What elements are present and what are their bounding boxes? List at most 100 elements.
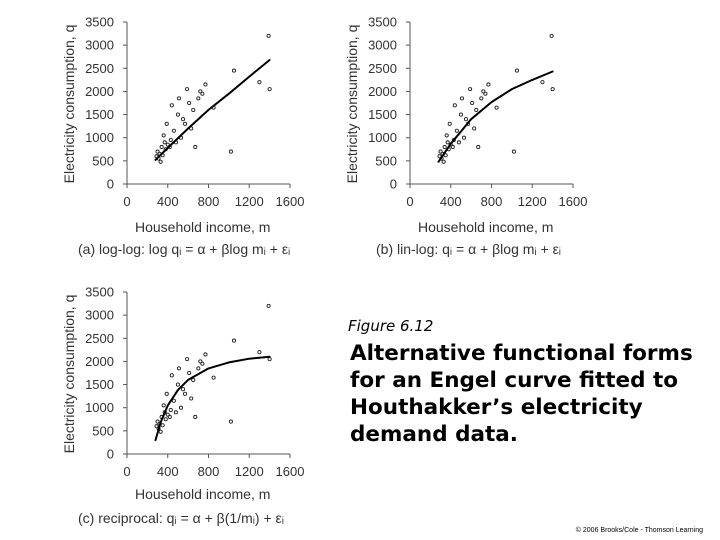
y-tick-label: 3500: [368, 15, 397, 30]
x-tick-label: 1600: [276, 194, 305, 209]
y-tick-label: 2500: [85, 61, 114, 76]
data-point: [549, 33, 554, 38]
data-point: [442, 144, 447, 150]
data-point: [165, 142, 170, 147]
data-point: [200, 361, 205, 366]
data-point: [180, 387, 186, 392]
x-tick-label: 1600: [559, 194, 588, 209]
y-tick-label: 3000: [368, 38, 397, 53]
chart-panel-reciprocal: 0 500 1000 1500 2000 2500 3000 3500 0 400 800 1200 1…: [0, 270, 340, 540]
data-point: [266, 303, 271, 308]
figure-title: Alternative functional forms for an Enge…: [350, 341, 693, 447]
y-tick-label: 1500: [85, 377, 114, 392]
x-tick-label: 0: [406, 194, 413, 209]
y-tick-label: 3500: [85, 15, 114, 30]
y-tick-label: 1000: [368, 130, 397, 145]
data-point: [185, 87, 190, 92]
chart-plot-log-log: 0 500 1000 1500 2000 2500 3000 3500 0 400 800 1200 1…: [85, 15, 305, 210]
data-point: [168, 407, 173, 413]
data-point: [483, 91, 488, 96]
data-point: [198, 89, 203, 94]
y-tick-label: 500: [92, 423, 114, 438]
data-point: [191, 377, 196, 382]
data-point: [155, 419, 160, 424]
data-point: [158, 159, 163, 164]
y-tick-label: 1000: [85, 400, 114, 415]
y-axis-label: Electricity consumption, q: [61, 294, 77, 454]
data-point: [159, 144, 164, 150]
data-point: [183, 121, 188, 126]
data-point: [474, 107, 479, 112]
data-point: [164, 121, 169, 126]
data-point: [187, 370, 192, 376]
data-point: [163, 417, 168, 422]
copyright-notice: © 2006 Brooks/Cole - Thomson Learning: [575, 527, 703, 534]
data-point: [196, 366, 201, 371]
data-point: [486, 82, 491, 87]
y-tick-label: 1500: [368, 107, 397, 122]
data-point: [452, 103, 457, 108]
x-tick-label: 1200: [518, 194, 547, 209]
data-point: [470, 100, 475, 106]
data-point: [185, 357, 190, 362]
data-point: [169, 373, 174, 378]
data-point: [196, 96, 201, 101]
panel-caption: (c) reciprocal: qᵢ = α + β(1/mᵢ) + εᵢ: [78, 510, 284, 526]
data-point: [228, 419, 233, 424]
data-point: [445, 140, 450, 145]
x-tick-label: 0: [123, 194, 130, 209]
data-point: [193, 414, 198, 420]
data-point: [200, 91, 205, 96]
data-point: [454, 128, 459, 133]
data-point: [472, 126, 477, 131]
y-tick-label: 1500: [85, 107, 114, 122]
data-point: [267, 357, 272, 362]
data-point: [257, 80, 262, 85]
data-point: [178, 405, 184, 410]
fit-curve-line: [437, 70, 554, 163]
data-point: [267, 87, 272, 92]
data-point: [481, 89, 486, 94]
x-tick-label: 800: [481, 194, 503, 209]
data-point: [468, 87, 473, 92]
figure-number: Figure 6.12: [348, 317, 434, 335]
data-point: [203, 82, 208, 87]
data-point: [444, 133, 449, 138]
data-point: [191, 107, 196, 112]
panel-caption: (a) log-log: log qᵢ = α + βlog mᵢ + εᵢ: [78, 241, 291, 257]
data-point: [155, 149, 160, 154]
y-axis-label: Electricity consumption, q: [344, 24, 360, 184]
y-tick-label: 3000: [85, 38, 114, 53]
y-tick-label: 2500: [368, 61, 397, 76]
x-axis-label: Household income, m: [135, 486, 271, 502]
y-tick-label: 1000: [85, 130, 114, 145]
y-tick-label: 500: [92, 153, 114, 168]
data-point: [231, 68, 237, 73]
data-point: [176, 96, 182, 101]
data-point: [189, 396, 194, 401]
data-point: [168, 137, 173, 143]
chart-panel-log-log: 0 500 1000 1500 2000 2500 3000 3500 0 400 800 1200 1…: [0, 0, 340, 270]
data-point: [187, 100, 192, 106]
data-point: [171, 398, 176, 403]
x-tick-label: 1200: [235, 464, 264, 479]
x-tick-label: 400: [440, 194, 462, 209]
data-point: [203, 352, 208, 357]
data-point: [463, 117, 469, 122]
data-point: [456, 140, 461, 145]
data-point: [158, 429, 163, 434]
data-point: [257, 350, 262, 355]
data-point: [266, 33, 271, 38]
data-point: [161, 133, 166, 138]
data-point: [438, 149, 443, 154]
y-tick-label: 2000: [368, 84, 397, 99]
data-point: [162, 140, 167, 145]
data-point: [458, 112, 463, 117]
x-tick-label: 800: [198, 464, 220, 479]
data-point: [193, 144, 198, 150]
y-tick-label: 0: [107, 447, 114, 462]
data-point: [175, 382, 180, 387]
data-point: [161, 403, 166, 408]
data-point: [173, 410, 178, 415]
y-tick-label: 3000: [85, 308, 114, 323]
